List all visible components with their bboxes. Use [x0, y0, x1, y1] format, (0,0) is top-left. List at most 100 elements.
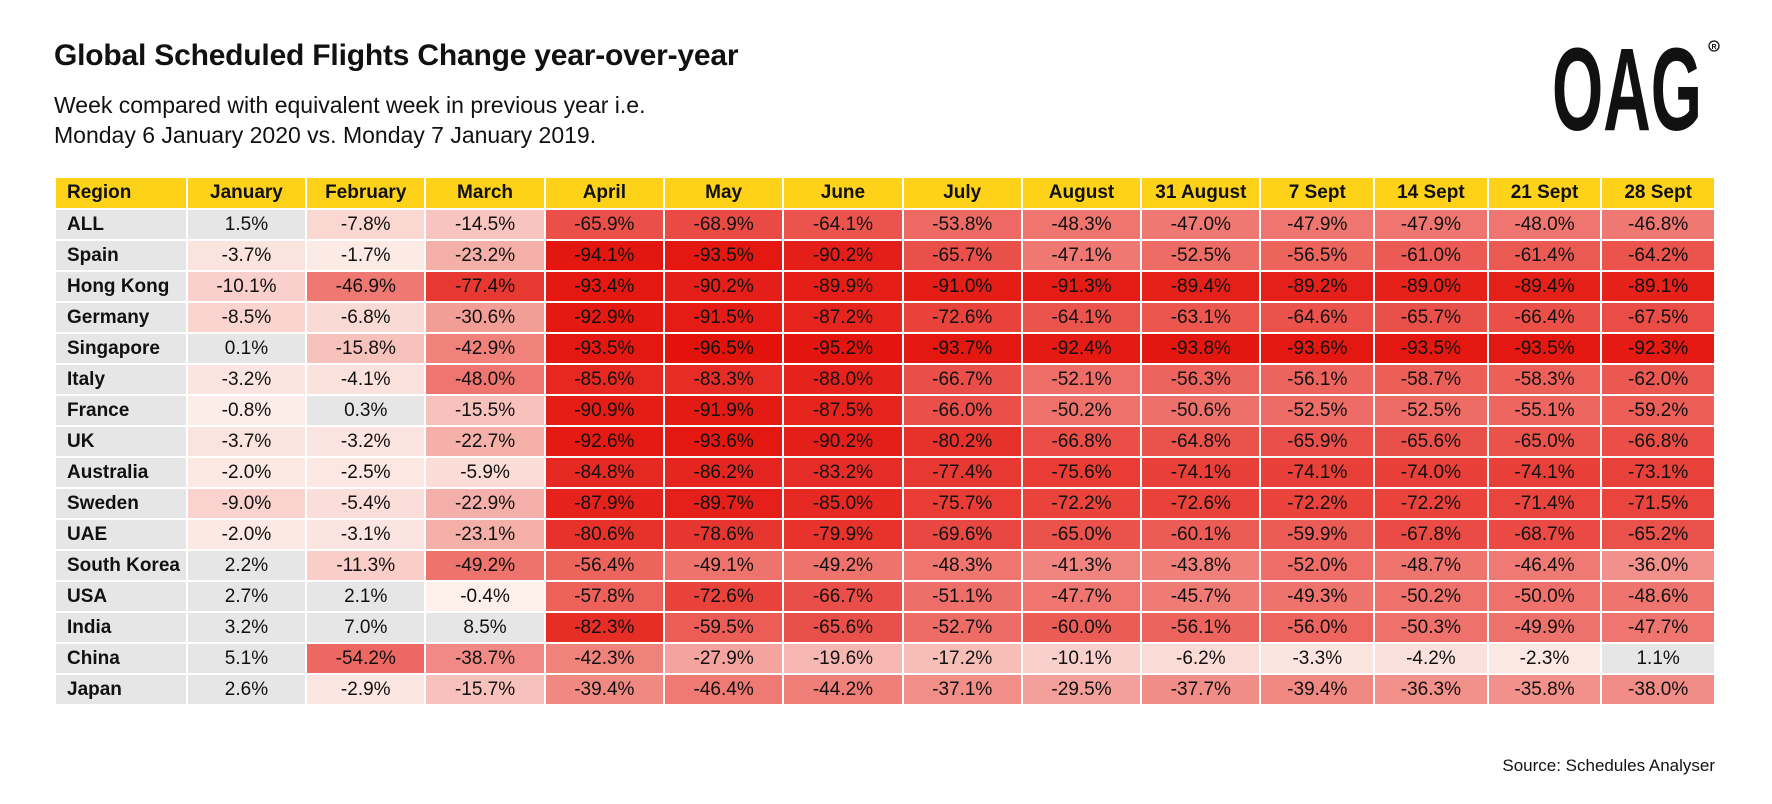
- value-cell: -49.1%: [662, 549, 785, 582]
- value-cell: -50.2%: [1373, 580, 1489, 613]
- value-cell: -61.0%: [1373, 239, 1489, 272]
- table-row: India 3.2% 7.0% 8.5% -82.3% -59.5% -65.6% -52.7…: [54, 611, 1716, 644]
- value-cell: -14.5%: [424, 208, 546, 241]
- column-header: May: [662, 176, 785, 210]
- value-cell: -66.7%: [782, 580, 904, 613]
- value-cell: -75.6%: [1020, 456, 1143, 489]
- value-cell: -49.2%: [424, 549, 546, 582]
- value-cell: -51.1%: [901, 580, 1023, 613]
- column-header: January: [185, 176, 308, 210]
- value-cell: 2.7%: [185, 580, 308, 613]
- value-cell: -96.5%: [662, 332, 785, 365]
- oag-logo-mark: OAG R: [1552, 38, 1720, 138]
- value-cell: -2.9%: [305, 673, 427, 706]
- value-cell: -68.9%: [662, 208, 785, 241]
- value-cell: 1.1%: [1600, 642, 1716, 675]
- column-header: March: [424, 176, 546, 210]
- region-cell: Sweden: [54, 487, 188, 520]
- region-cell: South Korea: [54, 549, 188, 582]
- value-cell: -67.5%: [1600, 301, 1716, 334]
- value-cell: 2.6%: [185, 673, 308, 706]
- value-cell: -48.0%: [1486, 208, 1603, 241]
- value-cell: -91.5%: [662, 301, 785, 334]
- table-row: Japan 2.6% -2.9% -15.7% -39.4% -46.4% -44.2% -3…: [54, 673, 1716, 706]
- table-body: ALL 1.5% -7.8% -14.5% -65.9% -68.9% -64.1% -53.…: [54, 208, 1716, 706]
- value-cell: -69.6%: [901, 518, 1023, 551]
- value-cell: -93.8%: [1140, 332, 1262, 365]
- region-cell: UAE: [54, 518, 188, 551]
- value-cell: -89.4%: [1486, 270, 1603, 303]
- value-cell: -71.5%: [1600, 487, 1716, 520]
- value-cell: -85.0%: [782, 487, 904, 520]
- value-cell: -49.2%: [782, 549, 904, 582]
- value-cell: -90.2%: [782, 425, 904, 458]
- value-cell: -52.0%: [1259, 549, 1376, 582]
- value-cell: -0.8%: [185, 394, 308, 427]
- column-header: February: [305, 176, 427, 210]
- value-cell: -43.8%: [1140, 549, 1262, 582]
- column-header: 31 August: [1140, 176, 1262, 210]
- value-cell: -42.3%: [543, 642, 665, 675]
- region-cell: Australia: [54, 456, 188, 489]
- value-cell: -64.8%: [1140, 425, 1262, 458]
- value-cell: -58.3%: [1486, 363, 1603, 396]
- value-cell: -59.5%: [662, 611, 785, 644]
- value-cell: -72.6%: [901, 301, 1023, 334]
- value-cell: -74.1%: [1140, 456, 1262, 489]
- column-header: Region: [54, 176, 188, 210]
- value-cell: -83.3%: [662, 363, 785, 396]
- value-cell: -50.6%: [1140, 394, 1262, 427]
- value-cell: -46.4%: [1486, 549, 1603, 582]
- subtitle-line-1: Week compared with equivalent week in pr…: [54, 92, 646, 118]
- value-cell: -48.0%: [424, 363, 546, 396]
- value-cell: -30.6%: [424, 301, 546, 334]
- value-cell: -55.1%: [1486, 394, 1603, 427]
- value-cell: -74.0%: [1373, 456, 1489, 489]
- value-cell: -93.4%: [543, 270, 665, 303]
- value-cell: -66.8%: [1020, 425, 1143, 458]
- value-cell: -74.1%: [1486, 456, 1603, 489]
- value-cell: -62.0%: [1600, 363, 1716, 396]
- value-cell: -66.7%: [901, 363, 1023, 396]
- registered-mark-letter: R: [1711, 44, 1716, 51]
- value-cell: -71.4%: [1486, 487, 1603, 520]
- value-cell: -89.0%: [1373, 270, 1489, 303]
- value-cell: -9.0%: [185, 487, 308, 520]
- value-cell: -48.3%: [901, 549, 1023, 582]
- value-cell: -3.7%: [185, 425, 308, 458]
- value-cell: -56.1%: [1259, 363, 1376, 396]
- value-cell: -47.7%: [1600, 611, 1716, 644]
- value-cell: -65.9%: [543, 208, 665, 241]
- value-cell: -52.1%: [1020, 363, 1143, 396]
- value-cell: -29.5%: [1020, 673, 1143, 706]
- table-row: Hong Kong -10.1% -46.9% -77.4% -93.4% -90.2% -…: [54, 270, 1716, 303]
- value-cell: -6.8%: [305, 301, 427, 334]
- value-cell: -72.6%: [662, 580, 785, 613]
- value-cell: -79.9%: [782, 518, 904, 551]
- value-cell: -7.8%: [305, 208, 427, 241]
- value-cell: -39.4%: [1259, 673, 1376, 706]
- value-cell: -65.0%: [1020, 518, 1143, 551]
- value-cell: -65.2%: [1600, 518, 1716, 551]
- value-cell: -60.1%: [1140, 518, 1262, 551]
- table-row: Germany -8.5% -6.8% -30.6% -92.9% -91.5% -87.2…: [54, 301, 1716, 334]
- value-cell: -47.7%: [1020, 580, 1143, 613]
- value-cell: -90.2%: [782, 239, 904, 272]
- value-cell: -67.8%: [1373, 518, 1489, 551]
- table-row: Australia -2.0% -2.5% -5.9% -84.8% -86.2% -83.…: [54, 456, 1716, 489]
- value-cell: -37.1%: [901, 673, 1023, 706]
- value-cell: -56.4%: [543, 549, 665, 582]
- value-cell: -91.3%: [1020, 270, 1143, 303]
- value-cell: -46.9%: [305, 270, 427, 303]
- value-cell: -4.1%: [305, 363, 427, 396]
- region-cell: Spain: [54, 239, 188, 272]
- source-note: Source: Schedules Analyser: [1502, 756, 1715, 775]
- value-cell: -5.4%: [305, 487, 427, 520]
- table-row: Spain -3.7% -1.7% -23.2% -94.1% -93.5% -90.2% -…: [54, 239, 1716, 272]
- value-cell: -50.0%: [1486, 580, 1603, 613]
- value-cell: -59.2%: [1600, 394, 1716, 427]
- value-cell: -44.2%: [782, 673, 904, 706]
- value-cell: -3.1%: [305, 518, 427, 551]
- value-cell: -82.3%: [543, 611, 665, 644]
- table-header-row: Region January February March April May June Ju…: [54, 176, 1716, 210]
